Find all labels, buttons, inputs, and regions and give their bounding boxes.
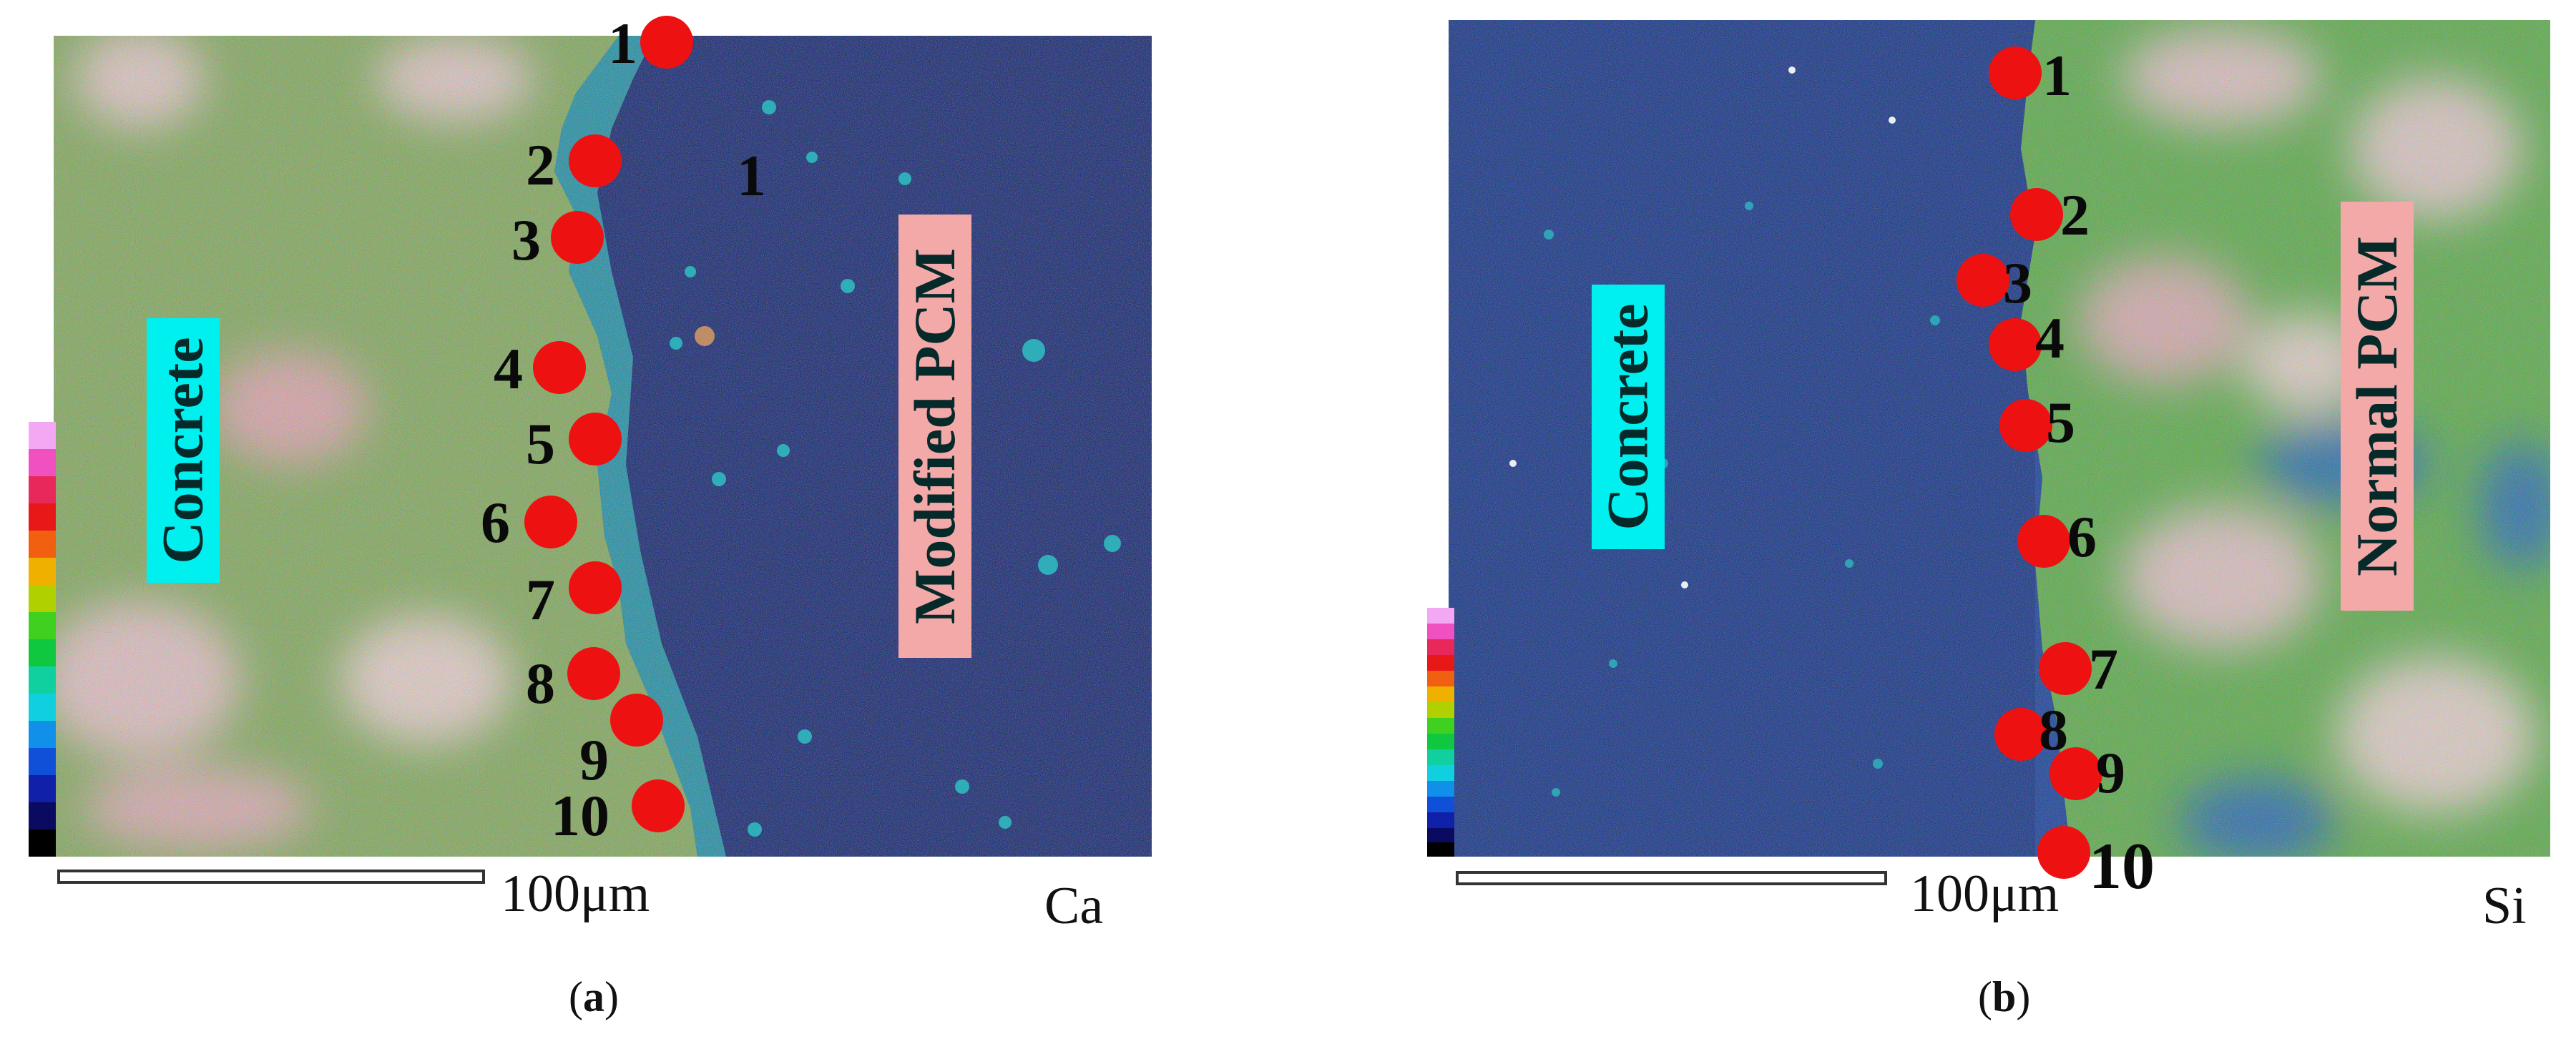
point-label-3: 3: [511, 207, 541, 272]
point-marker-9: [2049, 747, 2102, 800]
point-marker-4: [533, 341, 586, 394]
point-marker-9: [610, 694, 663, 747]
normal-pcm-label: Normal PCM: [2341, 202, 2414, 611]
point-marker-5: [569, 413, 622, 466]
point-label-7: 7: [526, 567, 555, 632]
point-marker-7: [2039, 642, 2092, 695]
scale-label: 100μm: [1910, 865, 2060, 923]
region-label-1: 1: [737, 143, 766, 208]
point-marker-3: [551, 211, 604, 264]
point-marker-2: [569, 134, 622, 187]
point-marker-4: [1989, 318, 2042, 371]
point-label-5: 5: [2046, 390, 2075, 455]
point-marker-1: [1989, 46, 2042, 99]
point-marker-2: [2010, 188, 2063, 241]
concrete-label: Concrete: [1592, 285, 1665, 549]
point-marker-3: [1957, 254, 2009, 307]
point-label-8: 8: [2039, 697, 2068, 762]
point-label-6: 6: [2067, 504, 2097, 569]
point-marker-6: [524, 496, 577, 548]
point-label-1: 1: [608, 11, 637, 76]
scale-bar: [1456, 871, 1887, 885]
point-marker-1: [640, 16, 693, 69]
point-label-2: 2: [526, 132, 555, 197]
element-label: Si: [2482, 877, 2527, 935]
point-marker-6: [2017, 515, 2070, 568]
point-label-10: 10: [551, 783, 609, 848]
panel-caption: (b): [1978, 973, 2031, 1020]
point-marker-10: [632, 779, 685, 832]
point-label-1: 1: [2042, 43, 2072, 108]
point-label-6: 6: [481, 490, 510, 555]
color-scale-bar: [1427, 608, 1454, 857]
element-label: Ca: [1044, 877, 1104, 935]
point-marker-10: [2037, 826, 2090, 879]
point-label-4: 4: [2035, 305, 2065, 370]
point-label-2: 2: [2060, 182, 2090, 247]
panel-b: Concrete Normal PCM 1 2 3 4 5 6 7 8 9 10…: [1416, 0, 2576, 1044]
concrete-label: Concrete: [147, 318, 220, 583]
point-marker-8: [1994, 708, 2047, 761]
point-label-3: 3: [2003, 250, 2032, 315]
point-label-9: 9: [579, 727, 609, 792]
point-marker-5: [1999, 399, 2052, 452]
point-label-5: 5: [526, 411, 555, 476]
color-scale-bar: [29, 422, 56, 857]
point-label-10: 10: [2089, 829, 2155, 902]
panel-caption: (a): [569, 973, 619, 1020]
point-label-9: 9: [2096, 740, 2125, 805]
point-label-7: 7: [2089, 636, 2118, 701]
point-label-8: 8: [526, 651, 555, 716]
scale-bar: [57, 870, 485, 884]
point-marker-7: [569, 561, 622, 614]
panel-a: Concrete Modified PCM 1 1 2 3 4 5 6 7 8 …: [0, 0, 1266, 1044]
point-marker-8: [567, 647, 620, 700]
scale-label: 100μm: [501, 865, 650, 923]
modified-pcm-label: Modified PCM: [898, 215, 971, 658]
point-label-4: 4: [494, 336, 523, 401]
